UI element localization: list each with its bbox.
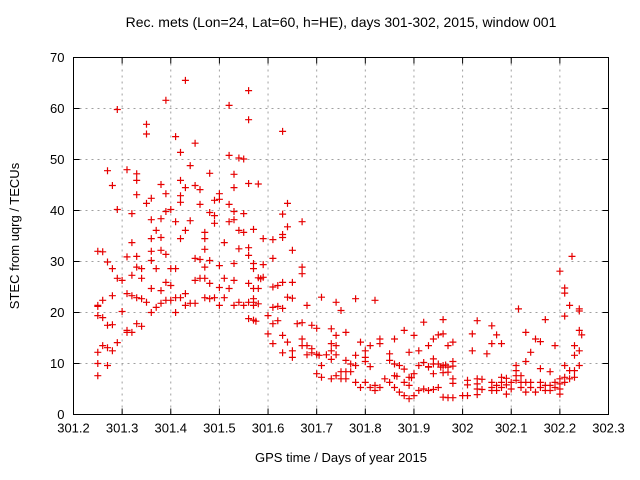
y-tick-label: 70 <box>50 50 64 65</box>
y-tick-label: 10 <box>50 356 64 371</box>
x-tick-label: 302.1 <box>495 421 528 436</box>
x-tick-label: 301.8 <box>349 421 382 436</box>
x-tick-label: 301.9 <box>398 421 431 436</box>
x-tick-label: 302.3 <box>592 421 625 436</box>
x-tick-label: 301.5 <box>203 421 236 436</box>
chart-title: Rec. mets (Lon=24, Lat=60, h=HE), days 3… <box>126 14 557 30</box>
tick-labels: 301.2 301.3 301.4 301.5 301.6 301.7 301.8 301.9… <box>50 50 625 436</box>
axes-and-ticks <box>73 57 609 415</box>
y-axis-label: STEC from uqrg / TECUs <box>7 162 22 309</box>
x-tick-label: 301.3 <box>106 421 139 436</box>
y-tick-label: 40 <box>50 203 64 218</box>
x-tick-label: 301.2 <box>57 421 90 436</box>
x-tick-label: 302.2 <box>544 421 577 436</box>
data-points <box>94 76 586 403</box>
x-tick-label: 302 <box>452 421 474 436</box>
y-tick-label: 0 <box>57 407 64 422</box>
y-tick-label: 50 <box>50 152 64 167</box>
x-axis-label: GPS time / Days of year 2015 <box>255 450 427 465</box>
x-tick-label: 301.6 <box>252 421 285 436</box>
data-points-layer <box>94 76 586 403</box>
y-tick-label: 30 <box>50 254 64 269</box>
plot-border <box>73 57 609 415</box>
y-tick-label: 60 <box>50 101 64 116</box>
x-tick-label: 301.4 <box>154 421 187 436</box>
x-tick-label: 301.7 <box>300 421 333 436</box>
y-tick-label: 20 <box>50 305 64 320</box>
gridlines <box>73 57 609 415</box>
